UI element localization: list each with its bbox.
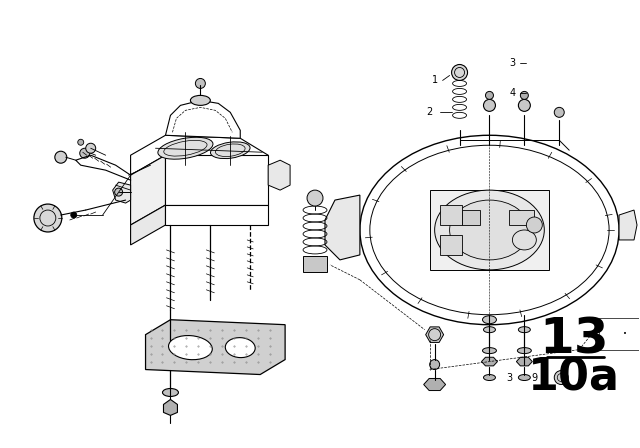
Circle shape bbox=[526, 217, 542, 233]
Bar bbox=[303, 256, 327, 272]
Ellipse shape bbox=[483, 375, 495, 380]
Polygon shape bbox=[166, 155, 268, 205]
Ellipse shape bbox=[483, 348, 497, 353]
Polygon shape bbox=[429, 190, 549, 270]
Circle shape bbox=[195, 78, 205, 88]
Polygon shape bbox=[113, 182, 131, 203]
Circle shape bbox=[429, 360, 440, 370]
Polygon shape bbox=[424, 379, 445, 391]
Circle shape bbox=[520, 91, 529, 99]
Text: •: • bbox=[623, 331, 627, 336]
Ellipse shape bbox=[518, 327, 531, 333]
Ellipse shape bbox=[435, 190, 544, 270]
Polygon shape bbox=[516, 357, 532, 366]
Ellipse shape bbox=[449, 200, 529, 260]
Text: 9: 9 bbox=[531, 373, 538, 383]
Bar bbox=[440, 205, 461, 225]
Polygon shape bbox=[426, 327, 444, 342]
Ellipse shape bbox=[163, 388, 179, 396]
Polygon shape bbox=[325, 195, 360, 260]
Circle shape bbox=[486, 91, 493, 99]
Ellipse shape bbox=[360, 135, 619, 325]
Polygon shape bbox=[619, 210, 637, 240]
Text: 2: 2 bbox=[426, 108, 433, 117]
Bar bbox=[440, 235, 461, 255]
Ellipse shape bbox=[211, 142, 250, 159]
Polygon shape bbox=[131, 135, 268, 175]
Bar bbox=[509, 210, 534, 225]
Polygon shape bbox=[131, 155, 166, 225]
Bar bbox=[599, 318, 640, 349]
Text: 3: 3 bbox=[506, 373, 513, 383]
Circle shape bbox=[115, 188, 123, 196]
Polygon shape bbox=[131, 205, 166, 245]
Text: 1: 1 bbox=[431, 75, 438, 86]
Circle shape bbox=[554, 108, 564, 117]
Ellipse shape bbox=[483, 316, 497, 324]
Circle shape bbox=[307, 190, 323, 206]
Circle shape bbox=[77, 139, 84, 145]
Ellipse shape bbox=[518, 375, 531, 380]
Circle shape bbox=[86, 143, 96, 153]
Circle shape bbox=[80, 148, 90, 158]
Polygon shape bbox=[145, 320, 285, 375]
Circle shape bbox=[483, 99, 495, 112]
Circle shape bbox=[554, 370, 568, 384]
Ellipse shape bbox=[225, 338, 255, 358]
Ellipse shape bbox=[517, 348, 531, 353]
Circle shape bbox=[34, 204, 62, 232]
Polygon shape bbox=[268, 160, 290, 190]
Circle shape bbox=[429, 329, 440, 340]
Ellipse shape bbox=[168, 336, 212, 360]
Polygon shape bbox=[163, 400, 177, 415]
Circle shape bbox=[452, 65, 468, 81]
Ellipse shape bbox=[191, 95, 211, 105]
Polygon shape bbox=[166, 205, 268, 225]
Polygon shape bbox=[166, 100, 240, 138]
Text: 4: 4 bbox=[509, 88, 515, 99]
Ellipse shape bbox=[483, 327, 495, 333]
Text: 13: 13 bbox=[540, 316, 609, 364]
Text: 10a: 10a bbox=[528, 356, 620, 399]
Circle shape bbox=[71, 212, 77, 218]
Bar bbox=[461, 210, 479, 225]
Circle shape bbox=[518, 99, 531, 112]
Ellipse shape bbox=[370, 145, 609, 314]
Ellipse shape bbox=[513, 230, 536, 250]
Text: 3: 3 bbox=[509, 59, 515, 69]
Circle shape bbox=[55, 151, 67, 163]
Polygon shape bbox=[481, 357, 497, 366]
Ellipse shape bbox=[158, 137, 213, 159]
